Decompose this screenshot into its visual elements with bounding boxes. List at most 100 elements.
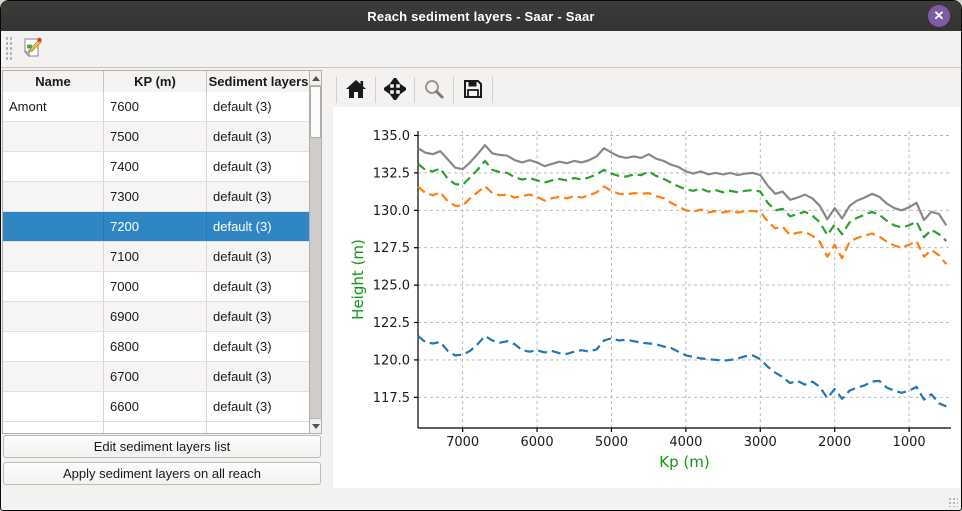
plot-toolbar	[333, 73, 960, 107]
table-row[interactable]: Amont 7600 default (3)	[3, 92, 310, 122]
table-header-row: Name KP (m) Sediment layers	[3, 71, 321, 93]
cell-kp[interactable]: 7000	[104, 272, 207, 301]
pan-icon	[382, 75, 408, 103]
cell-kp[interactable]: 7400	[104, 152, 207, 181]
cell-layers[interactable]: default (3)	[213, 129, 272, 144]
cell-kp[interactable]: 7500	[104, 122, 207, 151]
cell-layers[interactable]: default (3)	[213, 159, 272, 174]
y-tick-label: 125.0	[373, 279, 410, 294]
cell-partial	[3, 422, 104, 433]
scrollbar-thumb[interactable]	[310, 86, 321, 138]
cell-layers[interactable]: default (3)	[213, 309, 272, 324]
orange-dashed-line	[417, 185, 948, 265]
cell-name[interactable]	[3, 152, 104, 181]
plot-home-button[interactable]	[340, 75, 372, 105]
cell-layers[interactable]: default (3)	[213, 189, 272, 204]
table-row[interactable]: 6900 default (3)	[3, 302, 310, 332]
cell-layers[interactable]: default (3)	[213, 279, 272, 294]
cell-layers[interactable]: default (3)	[213, 339, 272, 354]
arrow-up-icon	[311, 75, 320, 81]
plot-zoom-button[interactable]	[418, 75, 450, 105]
cell-kp[interactable]: 6600	[104, 392, 207, 421]
header-kp[interactable]: KP (m)	[104, 71, 207, 92]
blue-dashed-line	[417, 334, 947, 408]
cell-name[interactable]	[3, 122, 104, 151]
toolbar-drag-handle[interactable]	[5, 36, 14, 62]
green-dashed-line	[417, 159, 948, 242]
cell-name[interactable]	[3, 302, 104, 331]
close-button[interactable]: ✕	[928, 5, 950, 27]
scroll-down-button[interactable]	[310, 418, 321, 433]
table-row[interactable]: 7300 default (3)	[3, 182, 310, 212]
table-scrollbar[interactable]	[309, 71, 321, 433]
header-name[interactable]: Name	[3, 71, 104, 92]
cell-layers[interactable]: default (3)	[213, 99, 272, 114]
plot-pan-button[interactable]	[379, 75, 411, 105]
plot-save-button[interactable]	[457, 75, 489, 105]
sediment-profile-chart: 7000 6000 5000 4000 3000 2000 1000 117.5 120.0 12…	[349, 129, 951, 471]
table-row-partial[interactable]	[3, 422, 310, 433]
x-tick-label: 4000	[669, 435, 702, 450]
table-row[interactable]: 6700 default (3)	[3, 362, 310, 392]
cell-kp[interactable]: 7600	[104, 92, 207, 121]
gray-solid-line	[417, 144, 948, 226]
cell-name[interactable]	[3, 392, 104, 421]
y-tick-label: 120.0	[373, 353, 410, 368]
plot-canvas[interactable]: 7000 6000 5000 4000 3000 2000 1000 117.5 120.0 12…	[333, 107, 960, 488]
cell-name[interactable]	[3, 182, 104, 211]
cell-kp[interactable]: 7100	[104, 242, 207, 271]
kp-sediment-table: Name KP (m) Sediment layers Amont 7600 def…	[2, 70, 322, 434]
table-row[interactable]: 7200 default (3)	[3, 212, 310, 242]
cell-kp[interactable]: 6900	[104, 302, 207, 331]
table-row[interactable]: 6600 default (3)	[3, 392, 310, 422]
y-axis-label: Height (m)	[349, 239, 367, 320]
table-row[interactable]: 7400 default (3)	[3, 152, 310, 182]
cell-layers[interactable]: default (3)	[213, 369, 272, 384]
close-icon: ✕	[933, 8, 945, 23]
x-tick-label: 7000	[446, 435, 479, 450]
scroll-up-button[interactable]	[310, 71, 321, 86]
cell-kp[interactable]: 7200	[104, 212, 207, 241]
table-row[interactable]: 7000 default (3)	[3, 272, 310, 302]
table-body: Amont 7600 default (3) 7500 default (3) 7400 d…	[3, 92, 310, 433]
y-tick-label: 117.5	[373, 391, 410, 406]
cell-partial	[207, 422, 310, 433]
cell-name[interactable]	[3, 362, 104, 391]
cell-kp[interactable]: 6700	[104, 362, 207, 391]
cell-layers[interactable]: default (3)	[213, 249, 272, 264]
x-tick-label: 5000	[595, 435, 628, 450]
y-tick-label: 127.5	[373, 241, 410, 256]
y-tick-label: 130.0	[373, 204, 410, 219]
cell-name[interactable]	[3, 332, 104, 361]
titlebar[interactable]: Reach sediment layers - Saar - Saar ✕	[1, 1, 961, 31]
zoom-icon	[423, 78, 445, 103]
edit-sediment-layers-list-button[interactable]: Edit sediment layers list	[3, 435, 321, 458]
table-row[interactable]: 7100 default (3)	[3, 242, 310, 272]
resize-grip[interactable]	[948, 497, 958, 507]
x-tick-label: 1000	[893, 435, 926, 450]
cell-kp[interactable]: 6800	[104, 332, 207, 361]
arrow-down-icon	[311, 423, 320, 429]
cell-layers[interactable]: default (3)	[213, 399, 272, 414]
cell-name[interactable]	[3, 272, 104, 301]
cell-name[interactable]: Amont	[3, 92, 104, 121]
apply-sediment-layers-button[interactable]: Apply sediment layers on all reach	[3, 462, 321, 485]
table-row[interactable]: 6800 default (3)	[3, 332, 310, 362]
cell-name[interactable]	[3, 212, 104, 241]
save-icon	[462, 78, 484, 103]
table-row[interactable]: 7500 default (3)	[3, 122, 310, 152]
edit-sediment-form-button[interactable]	[18, 34, 48, 64]
cell-layers[interactable]: default (3)	[213, 219, 272, 234]
edit-form-icon	[21, 36, 45, 63]
cell-name[interactable]	[3, 242, 104, 271]
cell-kp[interactable]: 7300	[104, 182, 207, 211]
y-tick-label: 135.0	[373, 129, 410, 144]
x-tick-label: 6000	[521, 435, 554, 450]
y-tick-label: 132.5	[373, 166, 410, 181]
header-sediment-layers[interactable]: Sediment layers	[208, 74, 309, 89]
x-axis-label: Kp (m)	[659, 453, 709, 471]
y-tick-label: 122.5	[373, 316, 410, 331]
cell-partial	[104, 422, 207, 433]
window-title: Reach sediment layers - Saar - Saar	[367, 8, 595, 24]
